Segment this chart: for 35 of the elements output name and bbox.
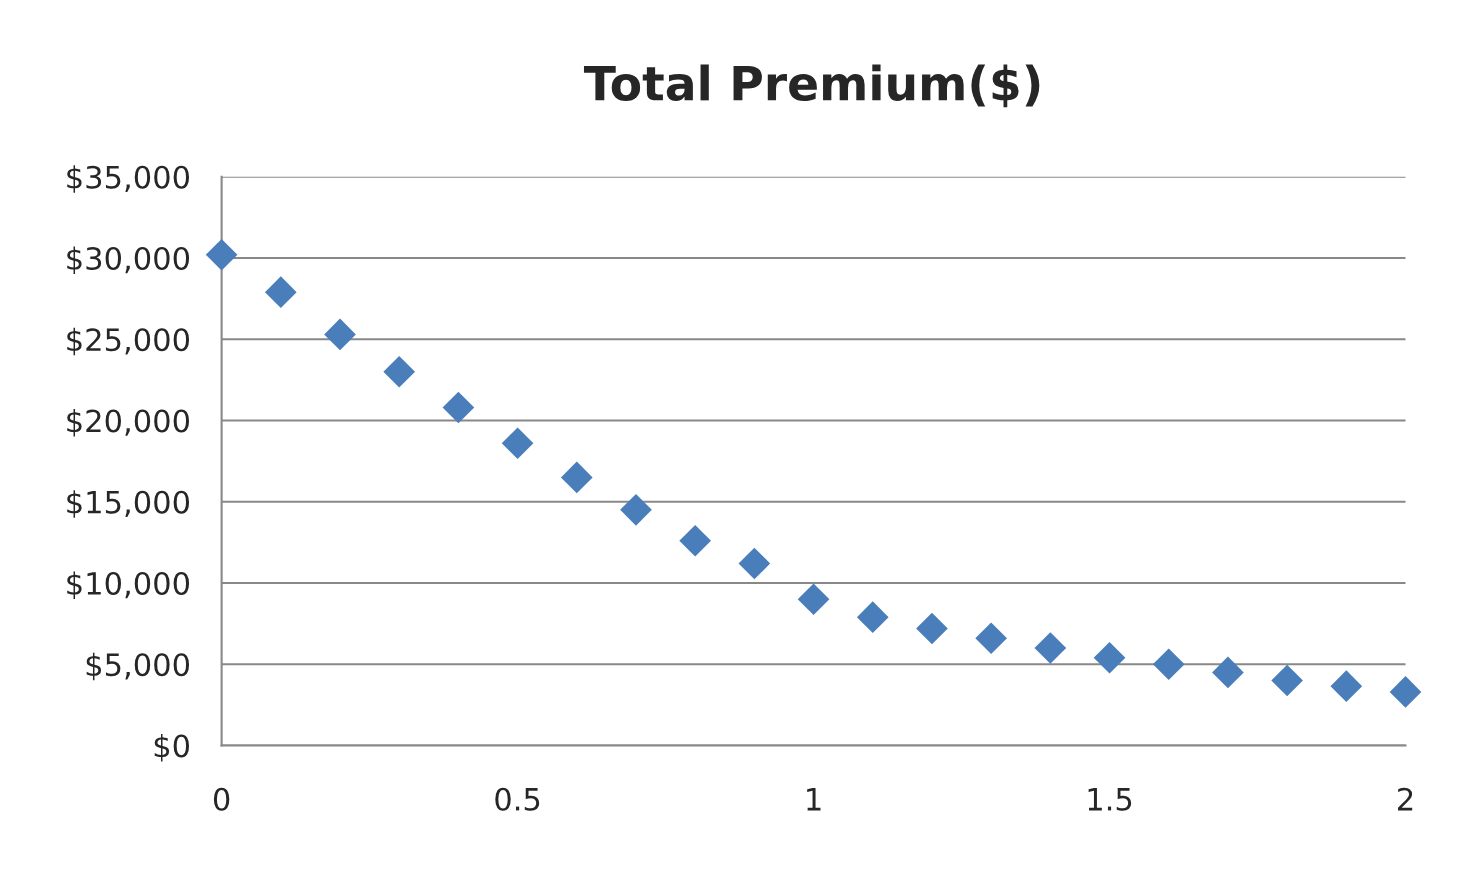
point xyxy=(501,427,534,460)
point xyxy=(1389,676,1422,708)
y-tick-label: $20,000 xyxy=(67,408,190,437)
point xyxy=(205,238,238,271)
y-tick-label: $0 xyxy=(154,733,190,762)
point xyxy=(1034,632,1067,664)
point xyxy=(856,601,889,633)
point xyxy=(324,318,356,351)
x-tick-label: 2 xyxy=(1398,787,1413,811)
x-tick-label: 0 xyxy=(213,787,230,811)
x-tick-label: 1 xyxy=(807,788,821,811)
point xyxy=(916,612,948,645)
y-tick-label: $10,000 xyxy=(67,571,190,600)
point xyxy=(1152,648,1185,681)
y-tick-label: $30,000 xyxy=(67,246,190,275)
point xyxy=(442,391,475,424)
y-tick-label: $15,000 xyxy=(67,490,190,518)
y-tick-label: $25,000 xyxy=(67,327,190,356)
chart-title: Total Premium($) xyxy=(583,64,1040,108)
point xyxy=(1330,670,1363,703)
point xyxy=(1093,641,1126,674)
x-tick-label: 0.5 xyxy=(495,787,540,811)
point xyxy=(1212,656,1244,689)
y-tick-label: $35,000 xyxy=(67,165,190,193)
point xyxy=(560,461,593,494)
point xyxy=(975,622,1007,655)
point xyxy=(679,524,712,557)
point xyxy=(620,494,652,526)
x-tick-label: 1.5 xyxy=(1088,788,1132,811)
point xyxy=(1271,664,1303,697)
point xyxy=(738,547,771,580)
point xyxy=(383,355,416,388)
point xyxy=(797,583,830,616)
point xyxy=(264,276,297,308)
y-tick-label: $5,000 xyxy=(86,652,190,681)
